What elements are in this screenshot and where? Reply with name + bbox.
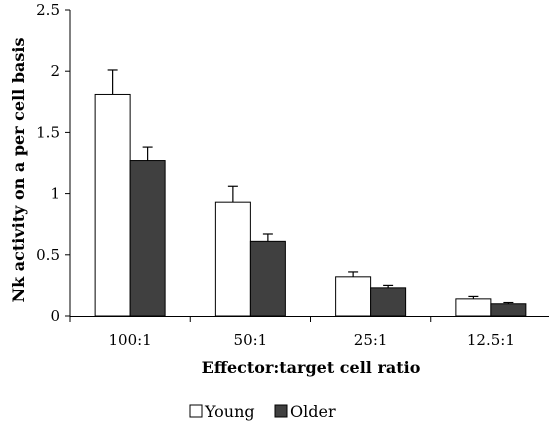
bar-older [490,303,527,317]
y-tick-label: 1 [50,185,60,203]
y-tick-label: 2.5 [36,1,60,19]
y-tick-label: 0.5 [36,246,60,264]
legend-label-older: Older [290,402,336,421]
x-tick-label: 50:1 [234,331,268,349]
y-tick-label: 1.5 [36,123,60,141]
bar-young [455,298,492,317]
legend-swatch-young [189,404,203,418]
y-tick-label: 0 [50,307,60,325]
legend-label-young: Young [204,402,255,421]
y-axis-label: Nk activity on a per cell basis [9,38,28,303]
x-tick-label: 25:1 [354,331,388,349]
legend: Young Older [189,402,336,421]
bar-young [335,276,372,317]
x-axis-label: Effector:target cell ratio [202,358,421,377]
bar-young [214,201,251,317]
bar-young [94,93,131,317]
legend-swatch-older [274,404,288,418]
bar-older [249,240,286,317]
bar-older [129,160,166,317]
y-tick-label: 2 [50,62,60,80]
x-tick-label: 100:1 [109,331,152,349]
x-tick-label: 12.5:1 [467,331,515,349]
bar-older [370,287,407,317]
